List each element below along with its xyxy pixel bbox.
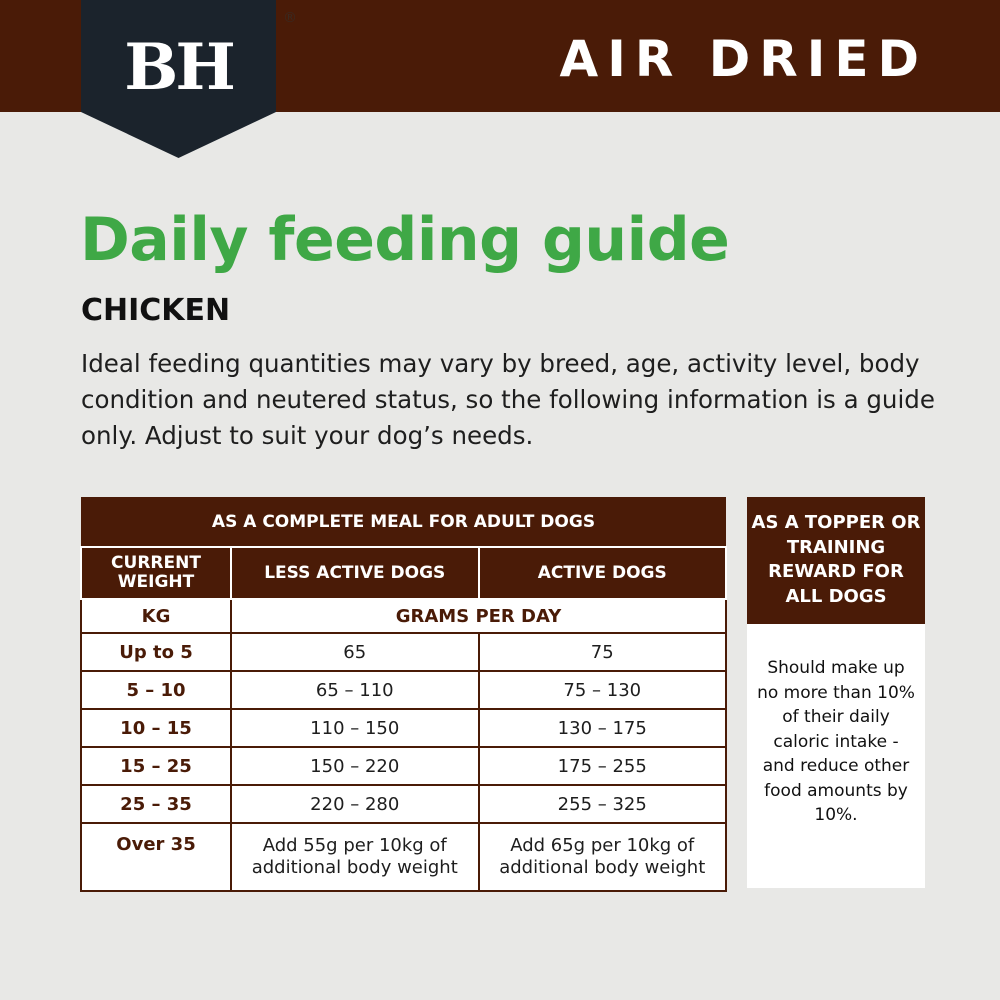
less-active-cell: 65 [230, 632, 480, 672]
col-weight: CURRENT WEIGHT [80, 546, 232, 600]
active-cell: 255 – 325 [477, 784, 727, 824]
intro-text: Ideal feeding quantities may vary by bre… [81, 349, 935, 450]
table-row: 15 – 25 150 – 220 175 – 255 [80, 746, 727, 786]
table-row: Up to 5 65 75 [80, 632, 727, 672]
product-line-title: AIR DRIED [559, 30, 928, 88]
unit-grams: GRAMS PER DAY [230, 598, 727, 634]
col-active: ACTIVE DOGS [477, 546, 727, 600]
less-active-cell: 110 – 150 [230, 708, 480, 748]
bh-logo: BH [81, 0, 276, 158]
weight-cell: Over 35 [80, 822, 232, 892]
less-active-cell: Add 55g per 10kg of additional body weig… [230, 822, 480, 892]
active-cell: Add 65g per 10kg of additional body weig… [477, 822, 727, 892]
weight-cell: 25 – 35 [80, 784, 232, 824]
feeding-table: AS A COMPLETE MEAL FOR ADULT DOGS CURREN… [80, 497, 727, 892]
weight-cell: 10 – 15 [80, 708, 232, 748]
table-row: 10 – 15 110 – 150 130 – 175 [80, 708, 727, 748]
active-cell: 75 – 130 [477, 670, 727, 710]
weight-cell: 15 – 25 [80, 746, 232, 786]
page-title: Daily feeding guide [80, 205, 730, 275]
topper-box: AS A TOPPER OR TRAINING REWARD FOR ALL D… [747, 497, 925, 888]
active-cell: 175 – 255 [477, 746, 727, 786]
less-active-cell: 65 – 110 [230, 670, 480, 710]
variant-label: CHICKEN [81, 293, 231, 328]
less-active-cell: 150 – 220 [230, 746, 480, 786]
table-row: Over 35 Add 55g per 10kg of additional bo… [80, 822, 727, 892]
registered-mark: ® [283, 10, 297, 26]
col-less-active: LESS ACTIVE DOGS [230, 546, 480, 600]
topper-text: Should make up no more than 10% of their… [757, 658, 915, 825]
unit-kg: KG [80, 598, 232, 634]
table-row: 25 – 35 220 – 280 255 – 325 [80, 784, 727, 824]
topper-title: AS A TOPPER OR TRAINING REWARD FOR ALL D… [747, 497, 925, 624]
weight-cell: Up to 5 [80, 632, 232, 672]
less-active-cell: 220 – 280 [230, 784, 480, 824]
table-title: AS A COMPLETE MEAL FOR ADULT DOGS [81, 497, 726, 547]
table-row: 5 – 10 65 – 110 75 – 130 [80, 670, 727, 710]
logo-text: BH [124, 30, 236, 105]
weight-cell: 5 – 10 [80, 670, 232, 710]
active-cell: 130 – 175 [477, 708, 727, 748]
active-cell: 75 [477, 632, 727, 672]
